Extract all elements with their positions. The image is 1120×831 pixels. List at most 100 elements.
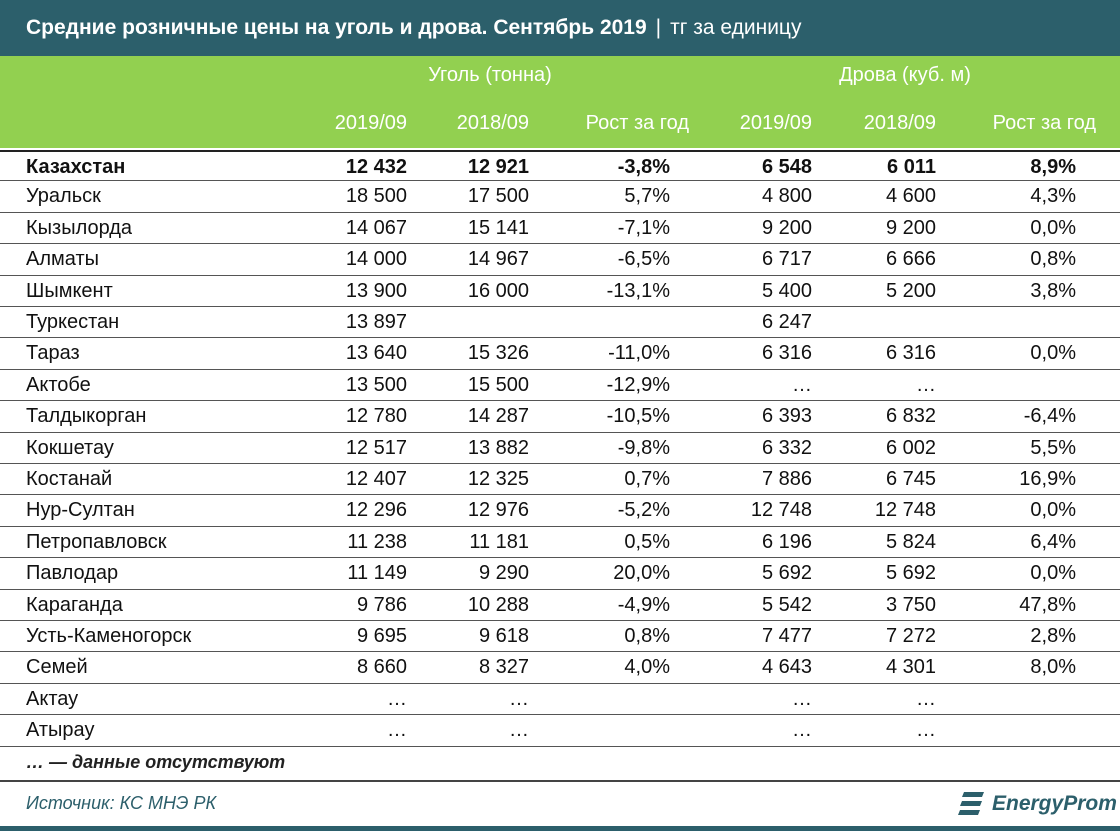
- row-label: Костанай: [26, 468, 113, 490]
- row-label: Шымкент: [26, 279, 113, 302]
- table-row: Кызылорда 14 067 15 141 -7,1% 9 200 9 200 0,0%: [0, 213, 1120, 245]
- table-cell: 47,8%: [1019, 593, 1076, 616]
- table-cell: 12 432: [345, 156, 407, 178]
- footnote: … — данные отсутствуют: [26, 752, 286, 772]
- table-cell: 6 717: [761, 248, 812, 271]
- table-cell: 8 327: [478, 656, 529, 679]
- table-cell: 6 002: [885, 436, 936, 459]
- table-title-bar: Средние розничные цены на уголь и дрова.…: [0, 0, 1120, 56]
- row-label: Атырау: [26, 719, 95, 742]
- divider: [0, 780, 1120, 782]
- column-header: Рост за год: [992, 112, 1096, 134]
- table-cell: …: [792, 687, 812, 710]
- table-cell: -9,8%: [617, 436, 670, 459]
- row-label: Усть-Каменогорск: [26, 625, 192, 647]
- table-cell: 9 786: [356, 593, 407, 616]
- table-cell: 14 000: [345, 248, 407, 271]
- table-cell: 4,0%: [624, 656, 670, 679]
- table-row: Нур-Султан 12 296 12 976 -5,2% 12 748 12 748 0…: [0, 495, 1120, 527]
- table-cell: 12 748: [874, 499, 936, 522]
- table-cell: 6 247: [761, 311, 812, 333]
- table-row: Кокшетау 12 517 13 882 -9,8% 6 332 6 002 5,5%: [0, 433, 1120, 464]
- table-cell: 0,5%: [624, 530, 670, 553]
- table-cell: [950, 370, 1076, 401]
- column-header: 2019/09: [739, 112, 812, 134]
- table-cell: 9 695: [356, 625, 407, 647]
- table-cell: 16,9%: [1019, 468, 1076, 490]
- table-cell: 5 692: [761, 562, 812, 585]
- table-cell: 9 200: [885, 216, 936, 239]
- table-cell: -4,9%: [617, 593, 670, 616]
- table-row: Караганда 9 786 10 288 -4,9% 5 542 3 750 47,8%: [0, 590, 1120, 621]
- table-cell: 13 897: [345, 311, 407, 333]
- table-cell: 6 832: [885, 405, 936, 428]
- table-cell: 16 000: [467, 279, 529, 302]
- table-cell: 9 200: [761, 216, 812, 239]
- table-cell: [950, 684, 1076, 715]
- table-cell: 15 500: [467, 373, 529, 396]
- table-cell: -6,4%: [1023, 405, 1076, 428]
- table-cell: 3 750: [885, 593, 936, 616]
- table-cell: 14 067: [345, 216, 407, 239]
- table-cell: 13 640: [345, 342, 407, 365]
- table-cell: 5 824: [885, 530, 936, 553]
- table-cell: 7 886: [761, 468, 812, 490]
- table-cell: -5,2%: [617, 499, 670, 522]
- table-row: Костанай 12 407 12 325 0,7% 7 886 6 745 16,9%: [0, 464, 1120, 496]
- source-note: Источник: КС МНЭ РК: [26, 793, 217, 813]
- group-header-coal: Уголь (тонна): [428, 64, 552, 86]
- table-row: Алматы 14 000 14 967 -6,5% 6 717 6 666 0,8%: [0, 244, 1120, 276]
- table-cell: 0,0%: [1030, 562, 1076, 585]
- table-cell: 11 238: [347, 530, 407, 553]
- table-cell: 0,0%: [1030, 216, 1076, 239]
- table-cell: -10,5%: [606, 405, 670, 428]
- table-cell: 0,8%: [624, 625, 670, 647]
- table-cell: 5,5%: [1030, 436, 1076, 459]
- table-cell: 12 748: [750, 499, 812, 522]
- table-cell: 8,9%: [1030, 156, 1076, 178]
- table-cell: -6,5%: [617, 248, 670, 271]
- table-cell: 6 393: [761, 405, 812, 428]
- table-cell: 6 548: [761, 156, 812, 178]
- row-label: Павлодар: [26, 562, 119, 585]
- table-cell: 5 542: [761, 593, 812, 616]
- table-cell: 6,4%: [1030, 530, 1076, 553]
- column-header: 2018/09: [456, 112, 529, 134]
- table-cell: …: [916, 719, 936, 742]
- table-cell: [950, 715, 1076, 746]
- row-label: Алматы: [26, 248, 99, 271]
- table-cell: 4 301: [885, 656, 936, 679]
- energyprom-logo-icon: [958, 792, 984, 815]
- table-cell: 4 800: [761, 185, 812, 208]
- table-cell: 6 745: [885, 468, 936, 490]
- column-header: 2019/09: [334, 112, 407, 134]
- table-cell: 6 666: [885, 248, 936, 271]
- table-cell: 5 400: [761, 279, 812, 302]
- table-cell: 18 500: [345, 185, 407, 208]
- table-row: Усть-Каменогорск 9 695 9 618 0,8% 7 477 7 272…: [0, 621, 1120, 653]
- table-cell: 0,8%: [1030, 248, 1076, 271]
- table-cell: 12 517: [345, 436, 407, 459]
- table-cell: 20,0%: [613, 562, 670, 585]
- table-cell: [420, 307, 529, 338]
- table-row: Уральск 18 500 17 500 5,7% 4 800 4 600 4,3%: [0, 181, 1120, 213]
- row-label: Нур-Султан: [26, 499, 135, 522]
- table-cell: 7 477: [761, 625, 812, 647]
- table-cell: 0,0%: [1030, 499, 1076, 522]
- table-cell: …: [792, 373, 812, 396]
- table-cell: 8 660: [356, 656, 407, 679]
- table-cell: …: [509, 687, 529, 710]
- table-cell: 9 618: [478, 625, 529, 647]
- table-cell: 14 287: [467, 405, 529, 428]
- table-row: Казахстан 12 432 12 921 -3,8% 6 548 6 011 8,9%: [0, 150, 1120, 182]
- table-header: Уголь (тонна) Дрова (куб. м) 2019/09 201…: [0, 56, 1120, 148]
- table-cell: 0,0%: [1030, 342, 1076, 365]
- table-cell: -13,1%: [606, 279, 670, 302]
- table-row: Атырау…………: [0, 715, 1120, 747]
- table-cell: 6 332: [761, 436, 812, 459]
- table-cell: -3,8%: [617, 156, 670, 178]
- table-cell: 11 181: [469, 530, 529, 553]
- table-cell: …: [792, 719, 812, 742]
- table-cell: 6 196: [761, 530, 812, 553]
- title-separator: |: [655, 16, 662, 39]
